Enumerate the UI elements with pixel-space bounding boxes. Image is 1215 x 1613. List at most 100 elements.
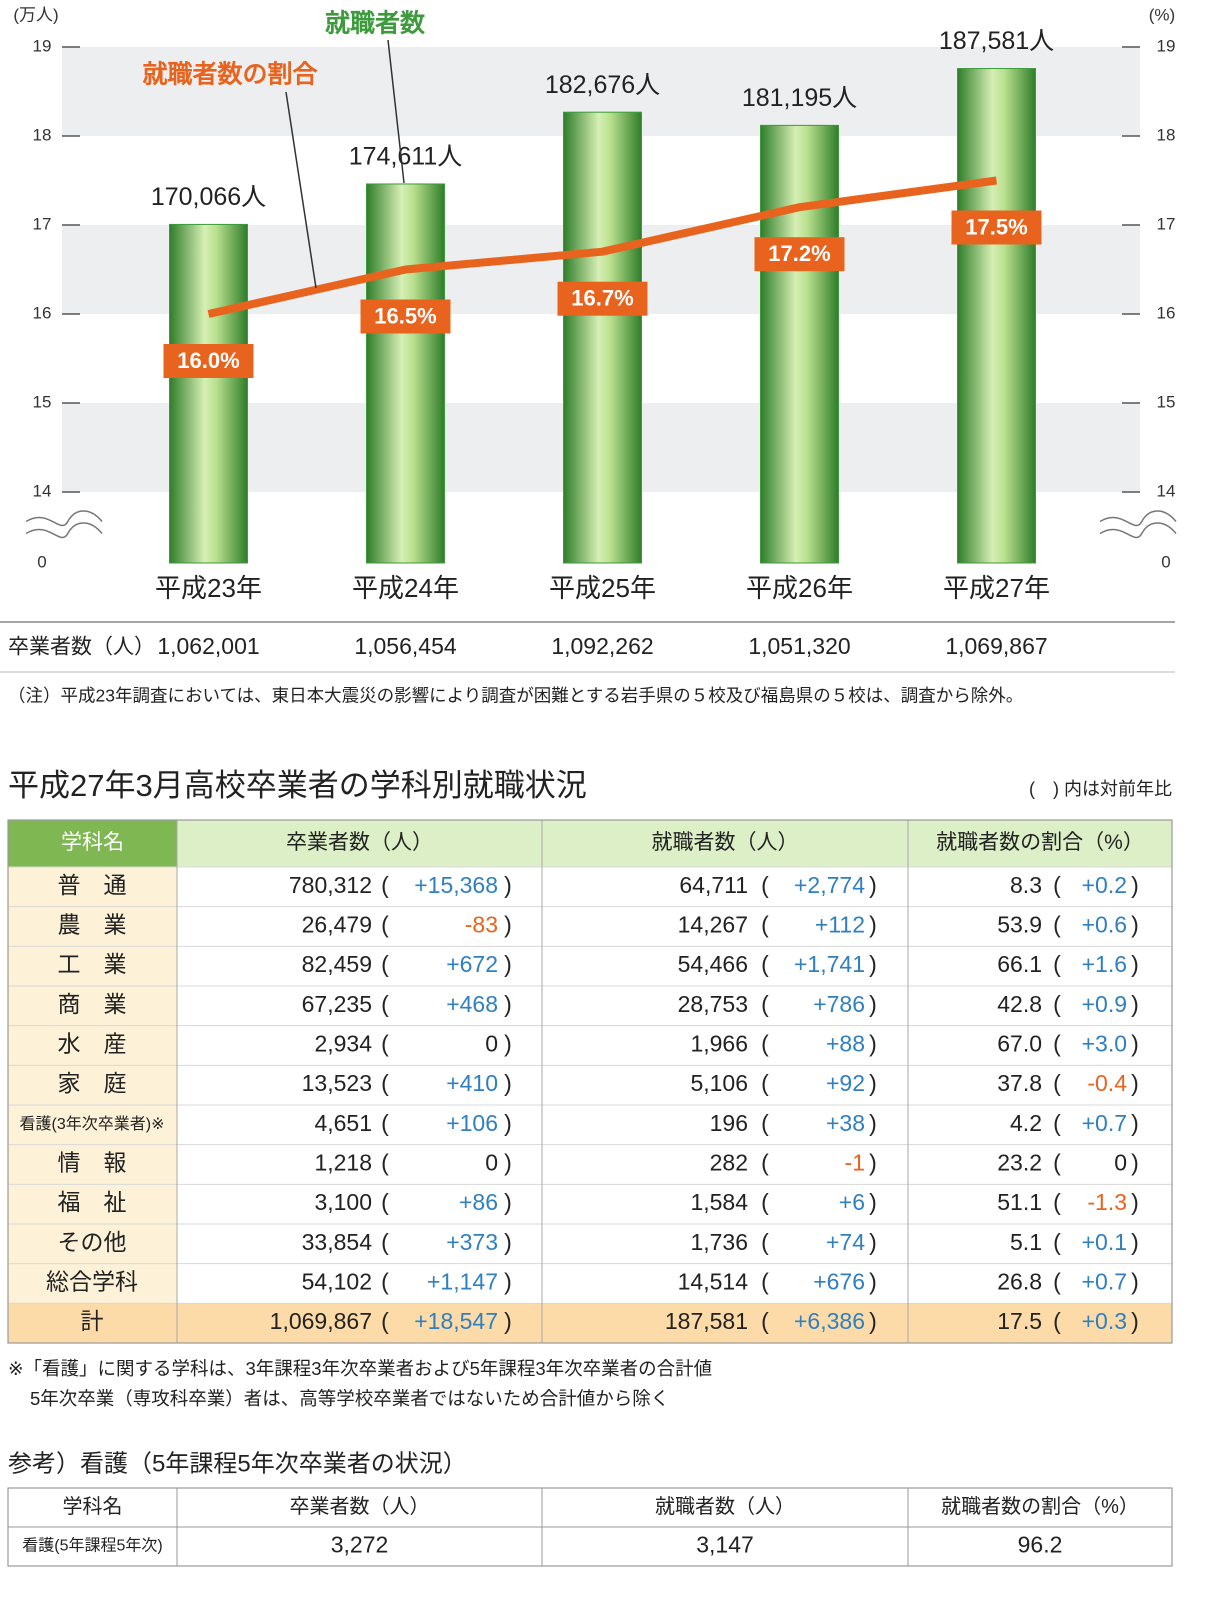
paren: ) <box>504 1189 512 1215</box>
y-tick-label: 15 <box>33 392 52 411</box>
paren: ) <box>504 951 512 977</box>
cell-change: +0.7 <box>1082 1269 1127 1295</box>
reference-cell: 看護(5年課程5年次) <box>22 1537 162 1555</box>
graduates-value: 1,056,454 <box>354 633 457 659</box>
cell-value: 14,514 <box>678 1269 749 1295</box>
paren: ( <box>761 1031 769 1057</box>
row-bg <box>8 906 1172 947</box>
cell-value: 33,854 <box>302 1229 373 1255</box>
name-cell-bg <box>8 1184 177 1224</box>
paren: ) <box>504 1110 512 1136</box>
paren: ( <box>381 1031 389 1057</box>
paren: ( <box>1053 872 1061 898</box>
paren: ) <box>1131 1070 1139 1096</box>
series-annotation: 就職者数 <box>325 10 426 38</box>
row-bg <box>8 946 1172 986</box>
cell-value: 14,267 <box>678 912 748 938</box>
paren: ) <box>869 1308 877 1334</box>
table-header: 卒業者数（人） <box>286 831 433 854</box>
cell-value: 67,235 <box>302 991 372 1017</box>
line-value-label: 16.7% <box>571 286 633 311</box>
paren: ( <box>761 1150 769 1176</box>
name-cell-bg <box>8 1065 177 1105</box>
cell-change: -83 <box>465 912 498 938</box>
name-cell-bg <box>8 1263 177 1304</box>
row-name: 商 業 <box>58 991 127 1017</box>
paren: ) <box>1131 1308 1139 1334</box>
row-name: その他 <box>58 1229 127 1255</box>
paren: ) <box>504 991 512 1017</box>
paren: ) <box>504 912 512 938</box>
paren: ) <box>869 1189 877 1215</box>
paren: ( <box>1053 1031 1061 1057</box>
cell-value: 26,479 <box>302 912 372 938</box>
table-header: 就職者数（人） <box>652 831 799 854</box>
paren: ) <box>869 1110 877 1136</box>
name-cell-bg <box>8 867 177 907</box>
header-bg <box>8 820 1172 867</box>
y-tick-label: 0 <box>37 552 46 571</box>
paren: ) <box>869 1070 877 1096</box>
reference-title: 参考）看護（5年課程5年次卒業者の状況） <box>8 1450 467 1477</box>
row-name: 情 報 <box>58 1150 127 1176</box>
paren: ( <box>761 1229 769 1255</box>
graduates-value: 1,051,320 <box>748 633 850 659</box>
cell-change: +74 <box>826 1229 865 1255</box>
row-bg <box>8 1105 1172 1145</box>
cell-value: 51.1 <box>997 1189 1042 1215</box>
row-name: 家 庭 <box>58 1070 127 1096</box>
y-tick-label: 17 <box>33 214 52 233</box>
x-tick-label: 平成26年 <box>746 573 853 603</box>
cell-value: 8.3 <box>1010 872 1042 898</box>
row-name: 看護(3年次卒業者)※ <box>20 1115 165 1133</box>
cell-value: 187,581 <box>665 1308 748 1334</box>
paren: ( <box>761 1110 769 1136</box>
graduates-value: 1,062,001 <box>157 633 259 659</box>
annotation-leader <box>387 39 405 184</box>
paren: ) <box>1131 1150 1139 1176</box>
paren: ) <box>869 991 877 1017</box>
reference-header: 就職者数（人） <box>655 1495 795 1518</box>
cell-change: +1,741 <box>794 951 865 977</box>
cell-value: 5,106 <box>690 1070 748 1096</box>
paren: ) <box>1131 1269 1139 1295</box>
cell-change: +1,147 <box>427 1269 498 1295</box>
chart: (万人) (%) 0 14 15 16 17 18 19 0 14 15 16 17 18 19 170,066… <box>0 5 1177 706</box>
cell-value: 1,218 <box>314 1150 372 1176</box>
series-annotation: 就職者数の割合 <box>142 61 318 89</box>
cell-change: +6,386 <box>794 1308 865 1334</box>
cell-change: +468 <box>446 991 498 1017</box>
row-name: 農 業 <box>58 912 127 938</box>
footnote: 5年次卒業（専攻科卒業）者は、高等学校卒業者ではないため合計値から除く <box>30 1388 669 1409</box>
paren: ) <box>1131 1031 1139 1057</box>
line-label-box <box>557 281 648 316</box>
paren: ) <box>1131 991 1139 1017</box>
cell-value: 1,584 <box>690 1189 748 1215</box>
name-cell-bg <box>8 1144 177 1185</box>
reference-cell: 96.2 <box>1018 1532 1063 1558</box>
y-axis-label: (万人) <box>13 5 58 24</box>
paren: ( <box>1053 1150 1061 1176</box>
cell-value: 82,459 <box>302 951 372 977</box>
cell-change: +92 <box>826 1070 865 1096</box>
table-header: 就職者数の割合（%） <box>936 831 1144 854</box>
y2-tick-label: 18 <box>1157 125 1176 144</box>
chart-note: （注）平成23年調査においては、東日本大震災の影響により調査が困難とする岩手県の… <box>8 686 1023 706</box>
line-label-box <box>951 210 1042 245</box>
y-tick-label: 18 <box>33 125 52 144</box>
name-cell-bg <box>8 946 177 986</box>
paren: ) <box>869 951 877 977</box>
bar-value-label: 170,066人 <box>151 183 266 211</box>
cell-value: 1,069,867 <box>270 1308 372 1334</box>
line <box>207 176 998 318</box>
x-tick-label: 平成25年 <box>549 573 656 603</box>
cell-change: +0.3 <box>1082 1308 1127 1334</box>
bar-value-label: 181,195人 <box>742 84 857 112</box>
cell-value: 54,102 <box>302 1269 372 1295</box>
paren: ( <box>381 991 389 1017</box>
cell-change: +106 <box>446 1110 498 1136</box>
bar-value-label: 182,676人 <box>545 71 660 99</box>
cell-value: 17.5 <box>997 1308 1042 1334</box>
